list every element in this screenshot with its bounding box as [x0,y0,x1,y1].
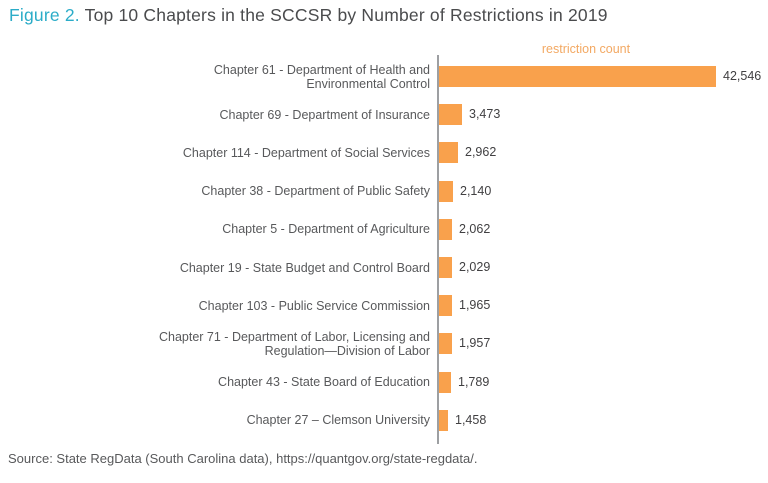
value-label: 2,062 [459,221,491,236]
value-label: 2,140 [460,183,492,198]
category-label: Chapter 27 – Clemson University [246,413,430,428]
bar [439,104,462,126]
value-label: 2,962 [465,145,497,160]
value-label: 1,957 [459,336,491,351]
bar [439,295,452,317]
figure-title: Figure 2. Top 10 Chapters in the SCCSR b… [9,5,759,26]
source-note: Source: State RegData (South Carolina da… [8,451,478,466]
figure-title-text: Top 10 Chapters in the SCCSR by Number o… [79,5,608,25]
value-label: 1,789 [458,374,490,389]
value-label: 2,029 [459,260,491,274]
bar [439,66,716,87]
bar [439,333,452,355]
figure-number-label: Figure 2. [9,5,80,25]
category-label: Chapter 19 - State Budget and Control Bo… [179,260,430,275]
axis-caption: restriction count [541,42,631,56]
category-label: Chapter 5 - Department of Agriculture [222,222,430,237]
y-axis-line [437,55,439,444]
category-label: Chapter 103 - Public Service Commission [198,298,430,313]
bar [439,180,453,202]
bar [439,257,452,278]
bar [439,371,451,393]
category-label: Chapter 69 - Department of Insurance [219,107,430,122]
category-label: Chapter 71 - Department of Labor, Licens… [158,329,430,358]
value-label: 3,473 [469,107,501,122]
category-label: Chapter 61 - Department of Health and Env… [213,62,430,91]
category-label: Chapter 38 - Department of Public Safety [201,184,430,199]
bar [439,409,448,431]
bar [439,218,452,240]
bar [439,142,458,164]
value-label: 42,546 [723,69,762,83]
category-label: Chapter 43 - State Board of Education [218,375,430,390]
value-label: 1,458 [455,412,487,427]
category-label: Chapter 114 - Department of Social Servi… [182,145,430,160]
value-label: 1,965 [459,298,491,313]
